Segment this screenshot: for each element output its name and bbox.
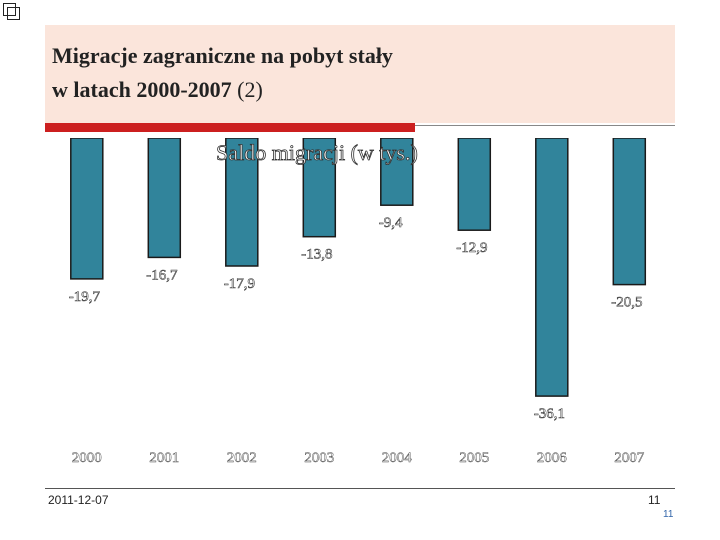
corner-bracket-icon bbox=[7, 7, 20, 20]
slide-title-suffix: (2) bbox=[237, 77, 263, 102]
value-label-2005: -12,9 bbox=[456, 240, 487, 256]
bar-2005 bbox=[457, 137, 492, 231]
bar-2001 bbox=[147, 137, 182, 259]
chart-title: Saldo migracji (w tys.) bbox=[216, 140, 418, 165]
value-label-2000: -19,7 bbox=[69, 289, 101, 305]
category-label-2003: 2003 bbox=[304, 450, 334, 466]
value-label-2006: -36,1 bbox=[534, 406, 565, 422]
category-label-2006: 2006 bbox=[537, 450, 568, 466]
value-label-2001: -16,7 bbox=[146, 267, 178, 283]
category-label-2007: 2007 bbox=[614, 450, 645, 466]
category-label-2005: 2005 bbox=[459, 450, 489, 466]
value-label-2007: -20,5 bbox=[611, 295, 642, 311]
bar-2002 bbox=[225, 137, 259, 267]
slide-title-main: w latach 2000-2007 bbox=[52, 77, 232, 102]
category-label-2002: 2002 bbox=[227, 450, 257, 466]
bar-2003 bbox=[302, 137, 337, 238]
slide-title-line-2: w latach 2000-2007 (2) bbox=[52, 77, 263, 103]
page-number-small: 11 bbox=[663, 509, 674, 520]
value-label-2004: -9,4 bbox=[379, 215, 403, 231]
bar-2006 bbox=[535, 137, 569, 397]
slide-title-line-1: Migracje zagraniczne na pobyt stały bbox=[52, 43, 393, 68]
value-label-2002: -17,9 bbox=[224, 276, 255, 292]
footer-date: 2011-12-07 bbox=[48, 493, 109, 507]
category-label-2001: 2001 bbox=[149, 450, 179, 466]
value-label-2003: -13,8 bbox=[301, 247, 332, 263]
page-number: 11 bbox=[648, 493, 661, 507]
bar-2000 bbox=[70, 137, 104, 280]
corner-bracket-icon bbox=[3, 3, 16, 16]
divider-rule bbox=[415, 125, 675, 126]
slide-header: Migracje zagraniczne na pobyt stały w la… bbox=[45, 25, 675, 123]
chart-svg: -19,7-16,7-17,9-13,8-9,4-12,9-36,1-20,5 … bbox=[69, 137, 647, 466]
category-label-2000: 2000 bbox=[72, 450, 102, 466]
accent-rule bbox=[45, 123, 415, 132]
footer-rule bbox=[45, 488, 675, 489]
bar-2004 bbox=[380, 137, 414, 206]
category-label-2004: 2004 bbox=[382, 450, 413, 466]
migration-chart: -19,7 -16,7 -17,9 -13,8 -9,4 -12,9 -36,1 -20,5 … bbox=[46, 137, 676, 468]
bar-2007 bbox=[612, 137, 647, 286]
